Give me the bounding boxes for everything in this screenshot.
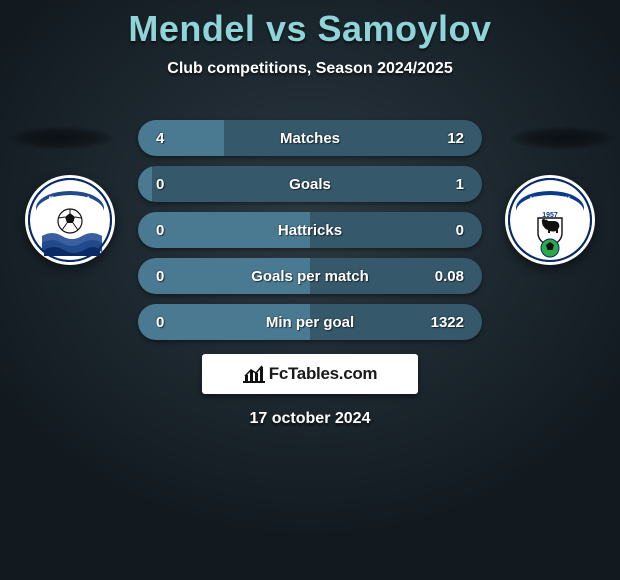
page-subtitle: Club competitions, Season 2024/2025	[0, 60, 620, 78]
shinnik-crest-icon: ШИННИК 1957	[508, 178, 592, 262]
stat-row: 4Matches12	[138, 120, 482, 156]
stat-right-value: 12	[434, 130, 464, 147]
bar-chart-icon	[243, 365, 265, 383]
stat-right-value: 0	[434, 222, 464, 239]
team-crest-left: БАЛТИКА	[25, 175, 115, 265]
stat-label: Hattricks	[138, 222, 482, 239]
stat-right-value: 1	[434, 176, 464, 193]
crest-shadow-right	[507, 126, 617, 150]
stat-row: 0Goals1	[138, 166, 482, 202]
crest-left-banner-text: БАЛТИКА	[48, 195, 92, 205]
stat-right-value: 0.08	[434, 268, 464, 285]
site-badge: FcTables.com	[202, 354, 418, 394]
comparison-infographic: Mendel vs Samoylov Club competitions, Se…	[0, 0, 620, 580]
stat-label: Goals per match	[138, 268, 482, 285]
site-name: FcTables.com	[269, 364, 378, 384]
stat-right-value: 1322	[431, 314, 464, 331]
page-title: Mendel vs Samoylov	[0, 0, 620, 50]
stat-label: Goals	[138, 176, 482, 193]
crest-right-banner-text: ШИННИК	[530, 195, 571, 205]
stats-panel: 4Matches120Goals10Hattricks00Goals per m…	[138, 120, 482, 350]
stat-row: 0Min per goal1322	[138, 304, 482, 340]
team-crest-right: ШИННИК 1957	[505, 175, 595, 265]
stat-row: 0Goals per match0.08	[138, 258, 482, 294]
crest-shadow-left	[7, 126, 117, 150]
baltika-crest-icon: БАЛТИКА	[28, 178, 112, 262]
stat-row: 0Hattricks0	[138, 212, 482, 248]
stat-label: Matches	[138, 130, 482, 147]
date-label: 17 october 2024	[0, 410, 620, 428]
